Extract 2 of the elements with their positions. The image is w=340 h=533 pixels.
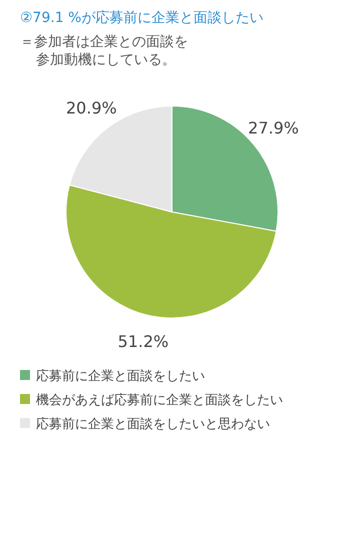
title: ②79.1 %が応募前に企業と面談したい [20, 10, 264, 26]
subtitle: ＝参加者は企業との面談を参加動機にしている。 [20, 34, 188, 68]
